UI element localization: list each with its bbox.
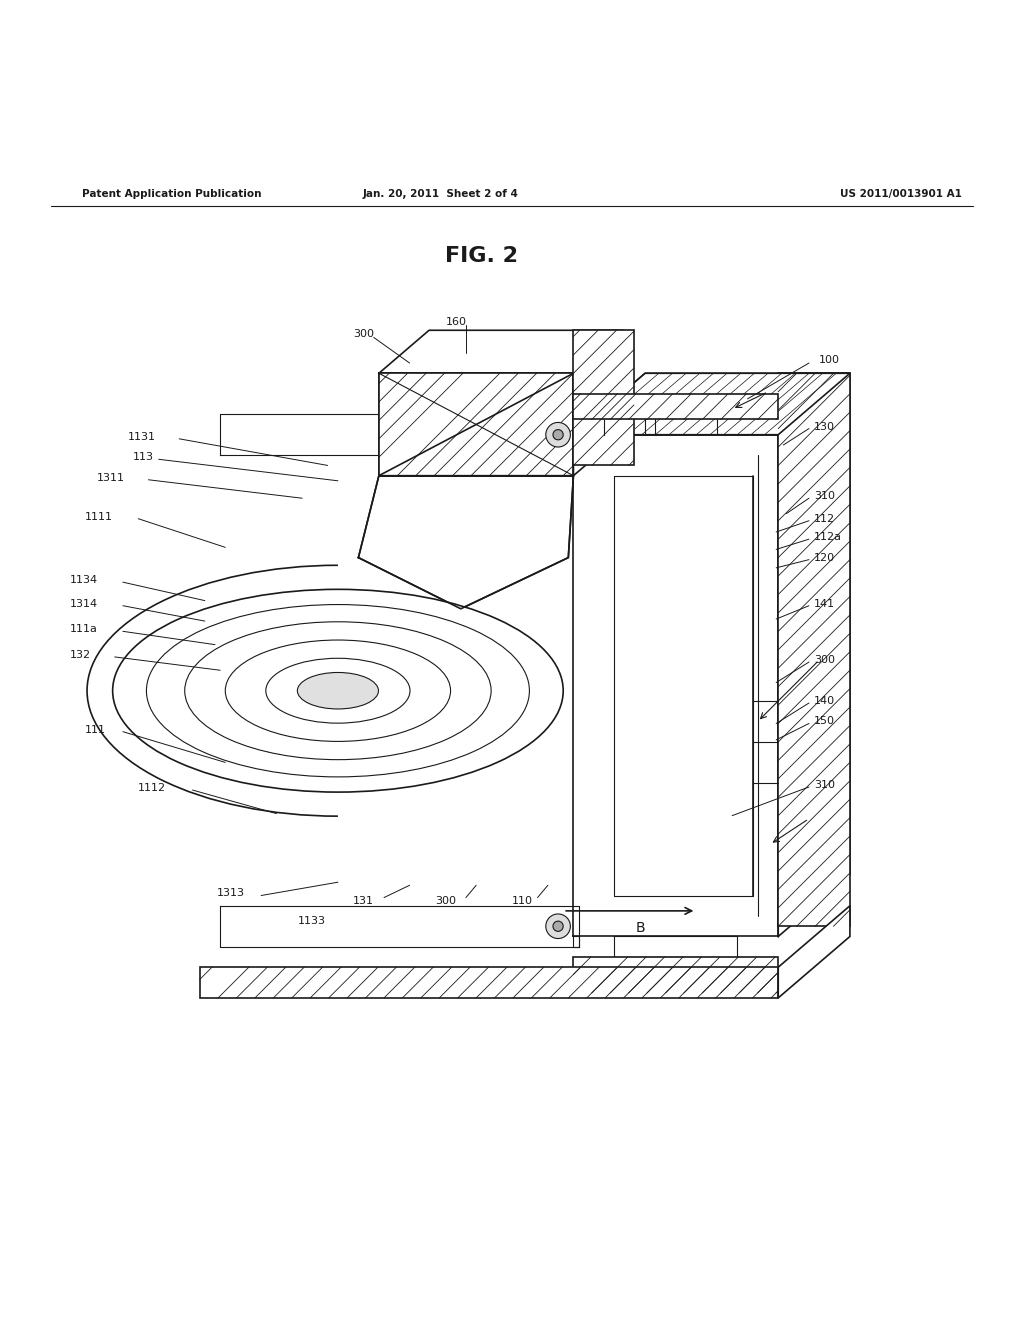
Text: 1131: 1131: [128, 432, 156, 442]
Text: 131: 131: [353, 896, 374, 906]
Text: 132: 132: [70, 649, 91, 660]
Text: 1133: 1133: [298, 916, 327, 927]
Ellipse shape: [297, 672, 379, 709]
Text: US 2011/0013901 A1: US 2011/0013901 A1: [840, 189, 963, 199]
Bar: [778, 374, 850, 927]
Text: 111: 111: [85, 725, 106, 735]
Text: 112: 112: [814, 513, 836, 524]
Text: 1134: 1134: [70, 576, 97, 585]
Text: 310: 310: [814, 491, 836, 502]
Circle shape: [546, 913, 570, 939]
Circle shape: [546, 422, 570, 447]
Bar: [573, 393, 778, 420]
Text: 141: 141: [814, 599, 836, 609]
Text: 160: 160: [445, 317, 467, 327]
Circle shape: [553, 429, 563, 440]
Text: 130: 130: [814, 421, 836, 432]
Text: B: B: [635, 921, 645, 936]
Text: Jan. 20, 2011  Sheet 2 of 4: Jan. 20, 2011 Sheet 2 of 4: [362, 189, 518, 199]
Text: 111a: 111a: [70, 624, 97, 635]
Polygon shape: [573, 330, 624, 475]
Polygon shape: [573, 374, 850, 434]
Circle shape: [553, 921, 563, 932]
Text: 113: 113: [133, 453, 155, 462]
Text: 1314: 1314: [70, 599, 97, 609]
Bar: [379, 374, 573, 475]
Bar: [200, 968, 778, 998]
Text: 1311: 1311: [97, 473, 125, 483]
Ellipse shape: [113, 589, 563, 792]
Bar: [573, 330, 634, 466]
Text: 112a: 112a: [814, 532, 842, 543]
Text: 300: 300: [435, 896, 456, 906]
Text: 110: 110: [512, 896, 532, 906]
Text: 100: 100: [819, 355, 841, 364]
Polygon shape: [778, 906, 850, 998]
Text: 1313: 1313: [216, 888, 245, 899]
Text: 140: 140: [814, 696, 836, 706]
Text: 120: 120: [814, 553, 836, 562]
Text: Patent Application Publication: Patent Application Publication: [82, 189, 261, 199]
Text: 300: 300: [353, 330, 375, 339]
Text: 300: 300: [814, 655, 836, 665]
Text: 1111: 1111: [85, 512, 113, 521]
Text: 310: 310: [814, 780, 836, 789]
Bar: [573, 957, 778, 993]
Text: 1112: 1112: [138, 783, 166, 793]
Text: 150: 150: [814, 717, 836, 726]
Polygon shape: [358, 475, 573, 609]
Text: FIG. 2: FIG. 2: [444, 246, 518, 265]
